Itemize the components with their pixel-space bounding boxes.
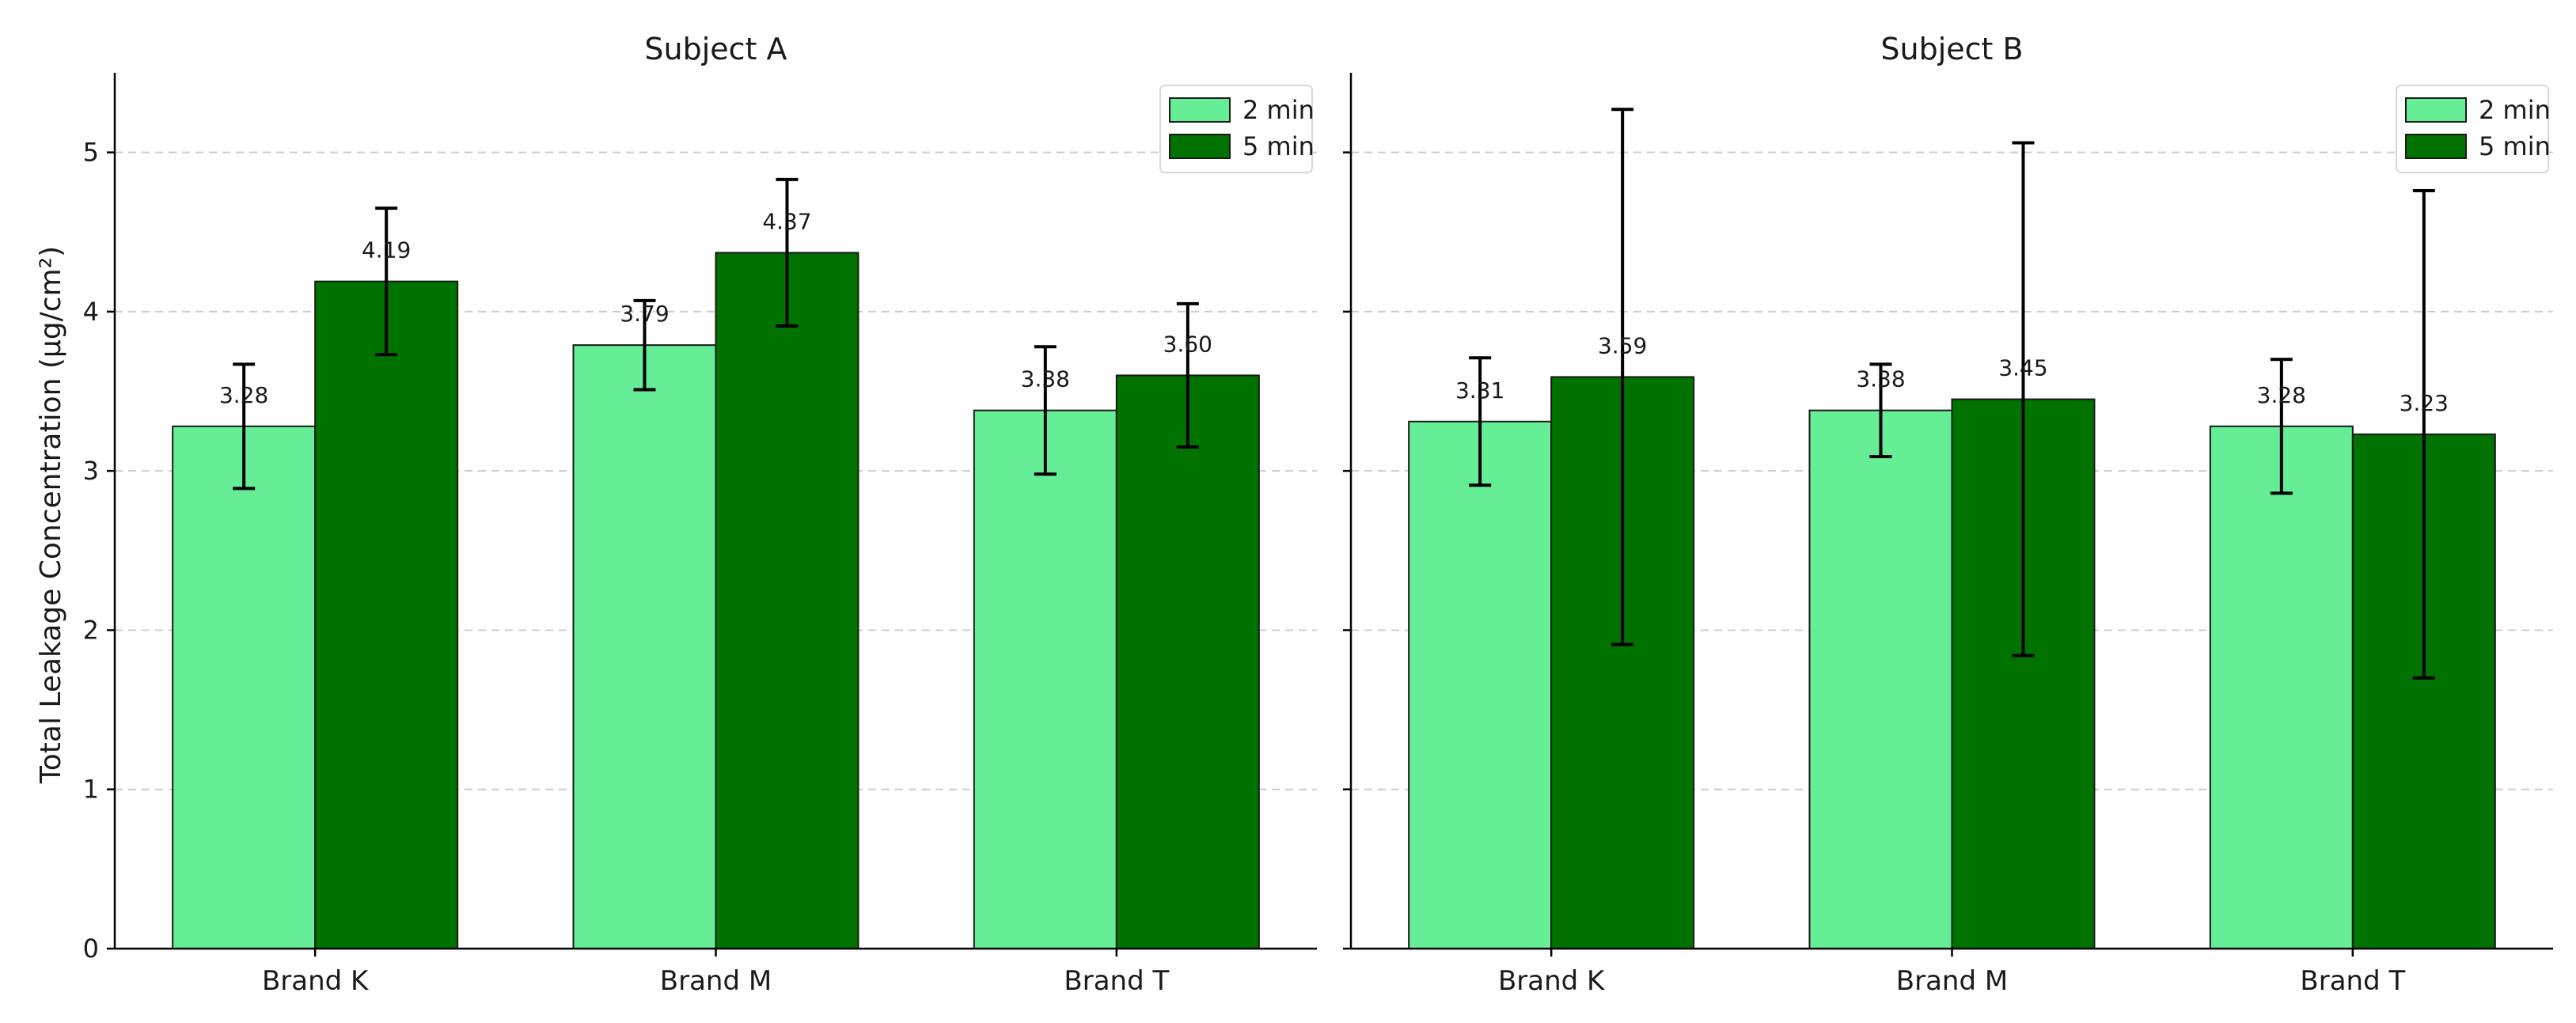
bar-5-min <box>1115 374 1260 950</box>
legend-swatch-2-min <box>1169 97 1231 123</box>
bar-2-min <box>1808 409 1953 949</box>
y-tick-label: 1 <box>83 775 99 805</box>
error-bar <box>2270 358 2293 495</box>
legend: 2 min 5 min <box>1159 85 1315 173</box>
legend-label: 2 min <box>1242 95 1315 125</box>
legend-swatch-2-min <box>2405 97 2467 123</box>
data-label: 3.23 <box>2400 390 2449 416</box>
bar-2-min <box>172 425 317 949</box>
error-bar <box>633 298 656 392</box>
panel-subject-b: Subject B 3.31 3.59 3.38 3.45 3.28 3.23 Brand K… <box>1343 32 2553 997</box>
error-bar <box>1611 108 1634 646</box>
x-tick-label: Brand T <box>2300 965 2405 997</box>
legend-label: 2 min <box>2479 95 2551 125</box>
error-bar <box>1469 356 1492 487</box>
y-tick-label: 3 <box>83 456 99 486</box>
bar-2-min <box>1408 420 1553 949</box>
x-tick-label: Brand T <box>1064 965 1169 997</box>
panel-title: Subject B <box>1880 32 2023 66</box>
x-tick-label: Brand K <box>262 965 370 997</box>
error-bar <box>1034 345 1057 476</box>
bar-5-min <box>314 280 459 949</box>
error-bar <box>375 206 398 357</box>
legend-label: 5 min <box>1242 131 1315 161</box>
x-tick-label: Brand M <box>1896 965 2008 997</box>
data-label: 3.28 <box>2257 382 2306 408</box>
bar-2-min <box>2209 425 2354 949</box>
y-axis-label: Total Leakage Concentration (µg/cm²) <box>35 246 67 784</box>
bar-2-min <box>572 344 717 949</box>
error-bar <box>776 177 799 328</box>
legend-swatch-5-min <box>1169 134 1231 159</box>
panel-subject-a: Subject A 3.28 4.19 3.79 4.37 3.38 3.60 0 1 2 3 4 5 B… <box>83 32 1317 997</box>
y-tick-label: 2 <box>83 615 99 645</box>
legend-swatch-5-min <box>2405 134 2467 159</box>
bar-5-min <box>715 252 859 949</box>
error-bar <box>2012 141 2035 657</box>
data-label: 3.38 <box>1856 366 1905 392</box>
error-bar <box>1176 301 1199 449</box>
bar-2-min <box>973 409 1117 949</box>
error-bar <box>233 362 256 491</box>
panel-title: Subject A <box>644 32 787 66</box>
legend-label: 5 min <box>2479 131 2551 161</box>
data-label: 3.45 <box>1998 355 2047 381</box>
data-label: 3.79 <box>620 301 669 327</box>
data-label: 3.28 <box>219 382 268 408</box>
data-label: 3.59 <box>1598 332 1647 358</box>
data-label: 3.60 <box>1163 331 1212 357</box>
error-bar <box>2412 188 2435 680</box>
x-tick-label: Brand K <box>1498 965 1606 997</box>
data-label: 4.19 <box>362 237 411 263</box>
y-tick-label: 0 <box>83 934 99 964</box>
error-bar <box>1869 362 1892 459</box>
data-label: 3.31 <box>1455 377 1504 404</box>
data-label: 3.38 <box>1021 366 1070 392</box>
legend: 2 min 5 min <box>2396 85 2551 173</box>
data-label: 4.37 <box>762 208 811 234</box>
x-tick-label: Brand M <box>660 965 772 997</box>
y-tick-label: 4 <box>83 297 99 327</box>
y-tick-label: 5 <box>83 138 99 168</box>
